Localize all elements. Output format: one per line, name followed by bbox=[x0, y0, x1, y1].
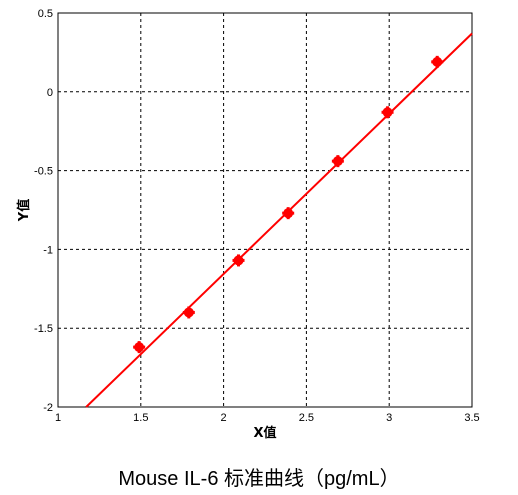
x-tick-label: 2 bbox=[221, 412, 227, 424]
data-point bbox=[431, 55, 444, 68]
data-point bbox=[282, 207, 295, 220]
data-point bbox=[381, 106, 394, 119]
y-tick-label: 0.5 bbox=[38, 8, 53, 20]
data-point bbox=[232, 254, 245, 267]
x-axis-label: X值 bbox=[253, 425, 276, 441]
x-tick-label: 1 bbox=[55, 412, 61, 424]
y-tick-label: 0 bbox=[47, 87, 53, 99]
y-tick-label: -1.5 bbox=[34, 323, 53, 335]
x-tick-label: 2.5 bbox=[299, 412, 314, 424]
axis-ticks: 1 1.5 2 2.5 3 3.5 0.5 0 -0.5 -1 -1.5 -2 bbox=[34, 8, 480, 424]
series bbox=[85, 32, 473, 408]
plot-frame bbox=[57, 12, 473, 408]
data-point bbox=[182, 306, 195, 319]
x-tick-label: 3 bbox=[386, 412, 392, 424]
standard-curve-chart: 1 1.5 2 2.5 3 3.5 0.5 0 -0.5 -1 -1.5 -2 X值 Y值 bbox=[16, 8, 480, 441]
x-tick-label: 1.5 bbox=[133, 412, 148, 424]
y-tick-label: -0.5 bbox=[34, 166, 53, 178]
y-axis-label: Y值 bbox=[16, 199, 32, 222]
y-tick-label: -1 bbox=[43, 244, 53, 256]
chart-caption: Mouse IL-6 标准曲线（pg/mL） bbox=[118, 468, 400, 490]
y-tick-label: -2 bbox=[43, 402, 53, 414]
x-tick-label: 3.5 bbox=[464, 412, 479, 424]
fit-line bbox=[85, 32, 473, 408]
data-point bbox=[331, 155, 344, 168]
data-point bbox=[133, 341, 146, 354]
grid bbox=[58, 13, 472, 407]
